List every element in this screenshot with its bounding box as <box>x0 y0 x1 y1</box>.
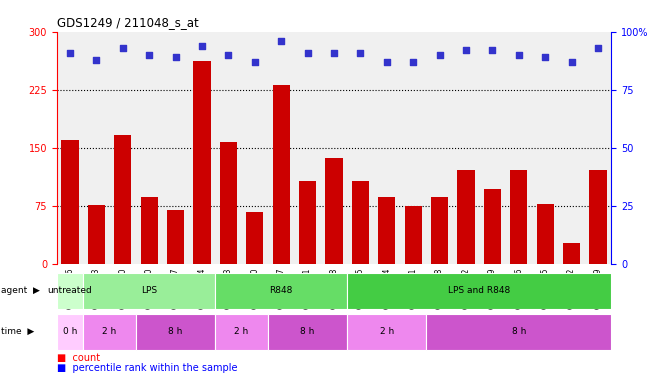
Text: LPS: LPS <box>141 286 157 295</box>
Point <box>566 59 577 65</box>
Point <box>65 50 75 56</box>
Text: time  ▶: time ▶ <box>1 327 35 336</box>
Point <box>487 48 498 54</box>
Point <box>408 59 419 65</box>
Bar <box>431 197 448 264</box>
Bar <box>484 189 501 264</box>
Point <box>276 38 287 44</box>
Text: 2 h: 2 h <box>234 327 248 336</box>
Text: 8 h: 8 h <box>168 327 183 336</box>
Text: R848: R848 <box>269 286 293 295</box>
Bar <box>140 197 158 264</box>
Bar <box>347 314 426 350</box>
Point <box>514 52 524 58</box>
Bar <box>57 314 84 350</box>
Bar <box>299 182 316 264</box>
Text: 8 h: 8 h <box>512 327 526 336</box>
Bar <box>273 85 290 264</box>
Point <box>593 45 603 51</box>
Bar <box>589 170 607 264</box>
Point <box>461 48 472 54</box>
Bar <box>246 213 263 264</box>
Bar <box>268 314 347 350</box>
Point <box>170 54 181 60</box>
Bar <box>57 273 84 309</box>
Text: agent  ▶: agent ▶ <box>1 286 40 295</box>
Point <box>302 50 313 56</box>
Bar <box>325 158 343 264</box>
Text: GDS1249 / 211048_s_at: GDS1249 / 211048_s_at <box>57 16 198 29</box>
Point <box>249 59 260 65</box>
Bar <box>563 243 580 264</box>
Bar <box>220 142 237 264</box>
Bar <box>536 204 554 264</box>
Bar <box>84 314 136 350</box>
Bar <box>136 314 215 350</box>
Point <box>329 50 339 56</box>
Bar <box>458 170 474 264</box>
Bar <box>378 197 395 264</box>
Bar <box>61 140 79 264</box>
Bar <box>426 314 611 350</box>
Bar <box>215 273 347 309</box>
Bar <box>352 182 369 264</box>
Text: ■  percentile rank within the sample: ■ percentile rank within the sample <box>57 363 237 373</box>
Text: 2 h: 2 h <box>102 327 117 336</box>
Point <box>540 54 550 60</box>
Bar <box>194 62 210 264</box>
Point <box>196 43 207 49</box>
Text: 0 h: 0 h <box>63 327 77 336</box>
Point <box>434 52 445 58</box>
Point <box>355 50 366 56</box>
Bar <box>405 206 422 264</box>
Bar <box>114 135 132 264</box>
Bar <box>88 205 105 264</box>
Point <box>381 59 392 65</box>
Text: untreated: untreated <box>47 286 92 295</box>
Bar <box>215 314 268 350</box>
Text: LPS and R848: LPS and R848 <box>448 286 510 295</box>
Bar <box>510 170 528 264</box>
Bar <box>167 210 184 264</box>
Point <box>223 52 234 58</box>
Bar <box>84 273 215 309</box>
Text: 2 h: 2 h <box>379 327 394 336</box>
Bar <box>347 273 611 309</box>
Text: 8 h: 8 h <box>301 327 315 336</box>
Point <box>118 45 128 51</box>
Point <box>144 52 154 58</box>
Point <box>91 57 102 63</box>
Text: ■  count: ■ count <box>57 353 100 363</box>
